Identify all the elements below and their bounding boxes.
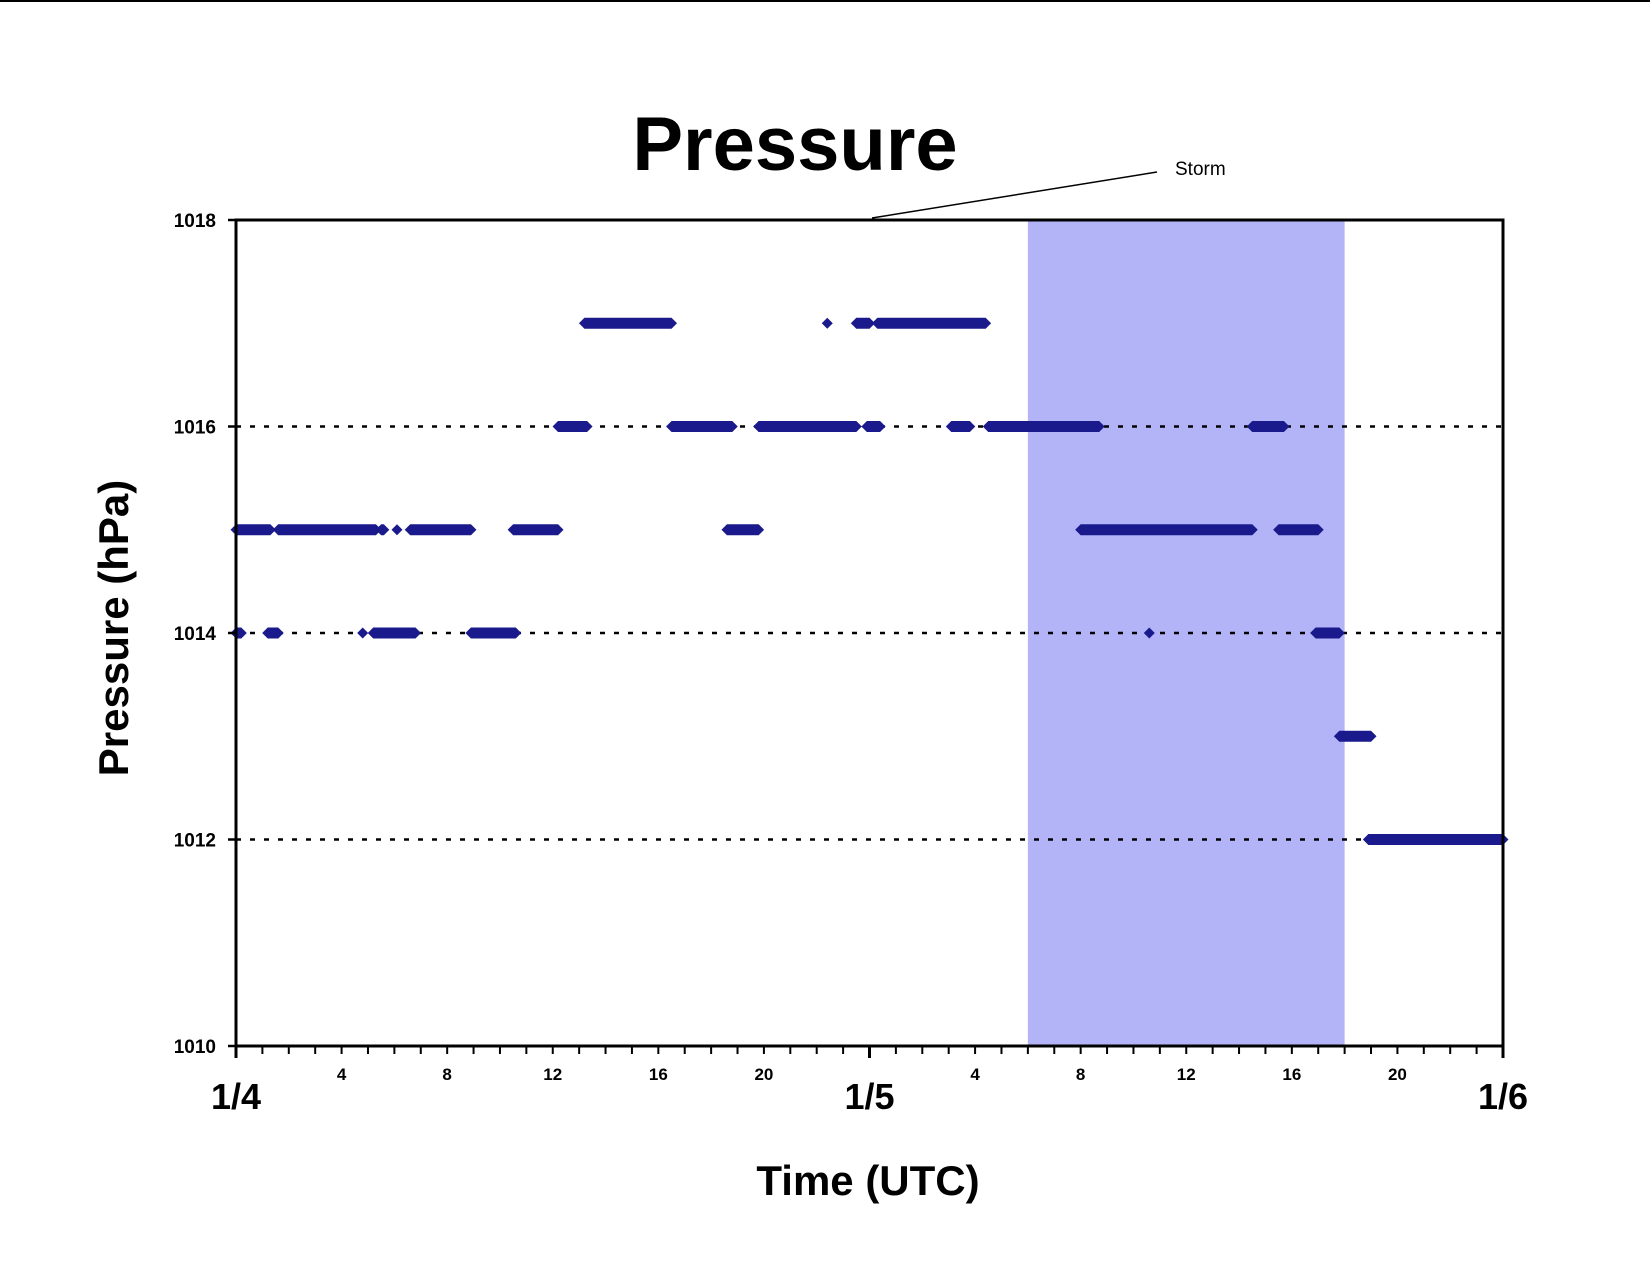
data-point-run — [552, 421, 593, 432]
data-point-run — [1333, 730, 1377, 742]
data-point-run — [721, 524, 765, 536]
data-point-run — [367, 627, 421, 639]
data-point-run — [230, 524, 276, 536]
top-border-rule — [0, 0, 1650, 2]
data-point-run — [1273, 524, 1324, 536]
data-point-run — [1362, 834, 1509, 845]
data-point-run — [375, 524, 390, 536]
y-tick-label: 1014 — [174, 624, 217, 645]
y-axis-ticks: 1018 1016 1014 1012 1010 — [174, 211, 236, 1058]
data-point-run — [1143, 627, 1155, 639]
y-tick-label: 1018 — [174, 211, 216, 232]
date-label: 1/4 — [211, 1076, 261, 1117]
data-point-run — [391, 524, 403, 536]
data-point-run — [357, 627, 369, 639]
x-tick-label: 20 — [754, 1065, 773, 1084]
data-point-run — [272, 524, 382, 536]
data-point-run — [404, 524, 477, 536]
data-point-run — [821, 317, 833, 329]
data-point-run — [1310, 627, 1345, 639]
x-tick-label: 16 — [649, 1065, 668, 1084]
data-point-run — [465, 627, 522, 639]
x-tick-label: 8 — [1076, 1065, 1085, 1084]
y-tick-label: 1016 — [174, 418, 216, 439]
data-point-run — [1075, 524, 1258, 536]
data-point-run — [850, 317, 875, 329]
data-markers — [230, 317, 1509, 845]
data-point-run — [945, 421, 976, 432]
y-tick-label: 1012 — [174, 831, 216, 852]
data-point-run — [871, 317, 992, 329]
data-point-run — [1246, 421, 1290, 432]
data-point-run — [507, 524, 564, 536]
x-tick-label: 4 — [970, 1065, 980, 1084]
data-point-run — [861, 421, 886, 432]
date-label: 1/6 — [1478, 1076, 1528, 1117]
data-point-run — [578, 317, 678, 329]
x-tick-label: 4 — [337, 1065, 347, 1084]
x-tick-label: 8 — [442, 1065, 451, 1084]
x-tick-label: 16 — [1282, 1065, 1301, 1084]
data-point-run — [982, 421, 1089, 432]
chart-title: Pressure — [632, 102, 957, 187]
data-point-run — [1077, 421, 1105, 432]
storm-band — [1027, 220, 1345, 1046]
y-tick-label: 1010 — [174, 1037, 216, 1058]
data-point-run — [753, 421, 862, 432]
x-tick-label: 12 — [1177, 1065, 1196, 1084]
x-axis-label: Time (UTC) — [756, 1157, 979, 1204]
x-axis-ticks: 4 8 12 16 20 4 8 12 16 20 1/4 1/5 1/6 — [211, 1046, 1528, 1117]
x-tick-label: 20 — [1388, 1065, 1407, 1084]
storm-annotation-label: Storm — [1175, 159, 1226, 180]
data-point-run — [262, 627, 284, 639]
storm-annotation-leader — [871, 171, 1158, 219]
data-point-run — [666, 421, 738, 432]
x-tick-label: 12 — [543, 1065, 562, 1084]
y-axis-label: Pressure (hPa) — [90, 480, 137, 776]
date-label: 1/5 — [844, 1076, 894, 1117]
